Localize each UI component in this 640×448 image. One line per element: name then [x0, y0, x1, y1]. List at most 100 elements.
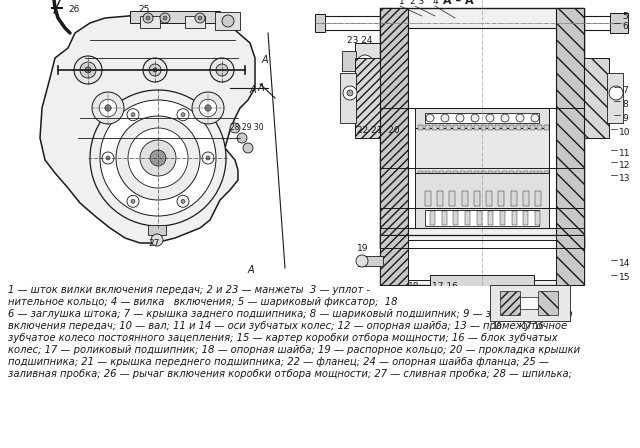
Circle shape: [105, 105, 111, 111]
Circle shape: [237, 133, 247, 143]
Bar: [425, 171, 430, 176]
Bar: [511, 211, 516, 225]
Circle shape: [471, 114, 479, 122]
Bar: [516, 288, 519, 300]
Text: A: A: [258, 83, 264, 93]
Text: 18: 18: [408, 282, 419, 291]
Bar: [420, 25, 544, 43]
Bar: [471, 288, 474, 300]
Bar: [486, 288, 489, 300]
Circle shape: [90, 90, 226, 226]
Text: колес; 17 — роликовый подшипник; 18 — опорная шайба; 19 — распорное кольцо; 20 —: колес; 17 — роликовый подшипник; 18 — оп…: [8, 345, 580, 355]
Bar: [502, 171, 507, 176]
Bar: [430, 211, 435, 225]
Text: 14: 14: [619, 258, 630, 267]
Circle shape: [609, 86, 623, 100]
Circle shape: [116, 116, 200, 200]
Circle shape: [127, 195, 139, 207]
Bar: [358, 256, 383, 266]
Bar: [130, 11, 220, 23]
Bar: [556, 235, 584, 285]
Circle shape: [347, 90, 353, 96]
Bar: [465, 211, 470, 225]
Text: 5: 5: [622, 12, 628, 21]
Bar: [444, 287, 520, 301]
Text: заливная пробка; 26 — рычаг включения коробки отбора мощности; 27 — сливная проб: заливная пробка; 26 — рычаг включения ко…: [8, 369, 572, 379]
Bar: [418, 125, 423, 130]
Polygon shape: [40, 15, 255, 243]
Circle shape: [99, 99, 116, 117]
Bar: [486, 191, 492, 206]
Bar: [446, 125, 451, 130]
Text: 1: 1: [399, 0, 404, 6]
Bar: [474, 191, 480, 206]
Bar: [610, 13, 628, 33]
Bar: [446, 288, 449, 300]
Circle shape: [501, 114, 509, 122]
Bar: [453, 211, 458, 225]
Bar: [215, 12, 240, 30]
Bar: [509, 125, 514, 130]
Bar: [523, 171, 528, 176]
Bar: [380, 235, 408, 285]
Bar: [432, 125, 437, 130]
Circle shape: [192, 92, 224, 124]
Bar: [453, 171, 458, 176]
Text: 10: 10: [619, 128, 630, 137]
Bar: [545, 30, 570, 38]
Circle shape: [456, 114, 464, 122]
Bar: [390, 30, 415, 38]
Bar: [380, 8, 584, 248]
Text: 19: 19: [357, 244, 369, 253]
Bar: [481, 288, 484, 300]
Bar: [496, 288, 499, 300]
Bar: [380, 25, 422, 33]
Bar: [516, 171, 521, 176]
Text: 17 16: 17 16: [432, 282, 458, 291]
Bar: [148, 225, 166, 235]
Bar: [481, 125, 486, 130]
Bar: [495, 125, 500, 130]
Bar: [516, 125, 521, 130]
Circle shape: [230, 123, 240, 133]
Circle shape: [106, 156, 110, 160]
Bar: [488, 171, 493, 176]
Circle shape: [202, 152, 214, 164]
Bar: [607, 73, 623, 123]
Text: 22 21  20: 22 21 20: [357, 126, 399, 135]
Bar: [408, 28, 556, 228]
Bar: [523, 191, 529, 206]
Text: 25: 25: [138, 5, 149, 14]
Circle shape: [149, 64, 161, 76]
Bar: [340, 73, 356, 123]
Bar: [467, 171, 472, 176]
Circle shape: [181, 113, 185, 116]
Bar: [425, 191, 431, 206]
Bar: [461, 191, 468, 206]
Text: 12: 12: [619, 160, 630, 169]
Bar: [408, 240, 556, 280]
Bar: [476, 288, 479, 300]
Bar: [581, 58, 609, 138]
Text: 26: 26: [68, 5, 79, 14]
Circle shape: [151, 234, 163, 246]
Text: 27: 27: [148, 239, 159, 248]
Bar: [556, 8, 584, 248]
Bar: [140, 16, 160, 28]
Bar: [430, 275, 534, 293]
Circle shape: [143, 13, 153, 23]
Bar: [530, 125, 535, 130]
Bar: [537, 125, 542, 130]
Circle shape: [74, 56, 102, 84]
Bar: [461, 288, 464, 300]
Circle shape: [486, 114, 494, 122]
Circle shape: [516, 114, 524, 122]
Text: 18: 18: [492, 322, 502, 331]
Bar: [499, 191, 504, 206]
Bar: [442, 211, 447, 225]
Circle shape: [177, 109, 189, 121]
Text: 9: 9: [622, 113, 628, 122]
Text: подшипника; 21 — крышка переднего подшипника; 22 — фланец; 24 — опорная шайба фл: подшипника; 21 — крышка переднего подшип…: [8, 357, 549, 367]
Bar: [449, 191, 456, 206]
Bar: [425, 210, 539, 226]
